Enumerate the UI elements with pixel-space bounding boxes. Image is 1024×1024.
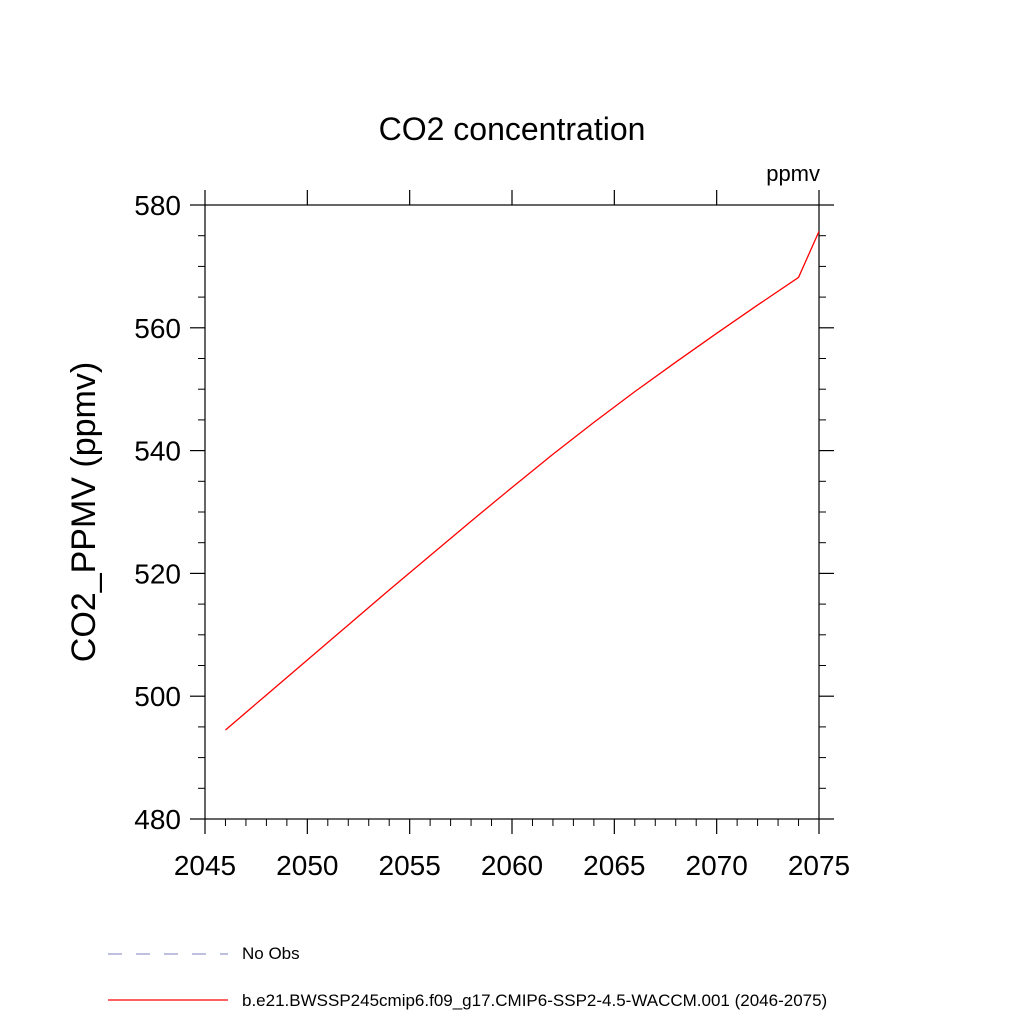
y-tick-label: 580 bbox=[134, 190, 181, 221]
series-lines bbox=[225, 231, 820, 731]
x-tick-label: 2045 bbox=[174, 850, 236, 881]
tick-labels: 2045 2050 2055 2060 2065 2070 2075 480 500 520 540… bbox=[134, 190, 850, 881]
chart-title: CO2 concentration bbox=[379, 111, 646, 147]
series-line-0 bbox=[225, 231, 820, 731]
x-tick-label: 2055 bbox=[379, 850, 441, 881]
x-tick-label: 2075 bbox=[788, 850, 850, 881]
y-axis-label: CO2_PPMV (ppmv) bbox=[65, 362, 103, 662]
x-tick-label: 2065 bbox=[583, 850, 645, 881]
x-tick-label: 2070 bbox=[686, 850, 748, 881]
legend-label-no-obs: No Obs bbox=[242, 944, 300, 963]
y-tick-label: 540 bbox=[134, 436, 181, 467]
legend-label-model: b.e21.BWSSP245cmip6.f09_g17.CMIP6-SSP2-4… bbox=[242, 991, 827, 1010]
y-tick-label: 560 bbox=[134, 313, 181, 344]
y-tick-label: 480 bbox=[134, 804, 181, 835]
plot-frame bbox=[204, 204, 820, 820]
x-tick-label: 2060 bbox=[481, 850, 543, 881]
x-tick-label: 2050 bbox=[276, 850, 338, 881]
axis-ticks bbox=[190, 190, 834, 834]
units-label: ppmv bbox=[766, 161, 820, 186]
y-tick-label: 500 bbox=[134, 681, 181, 712]
y-tick-label: 520 bbox=[134, 558, 181, 589]
